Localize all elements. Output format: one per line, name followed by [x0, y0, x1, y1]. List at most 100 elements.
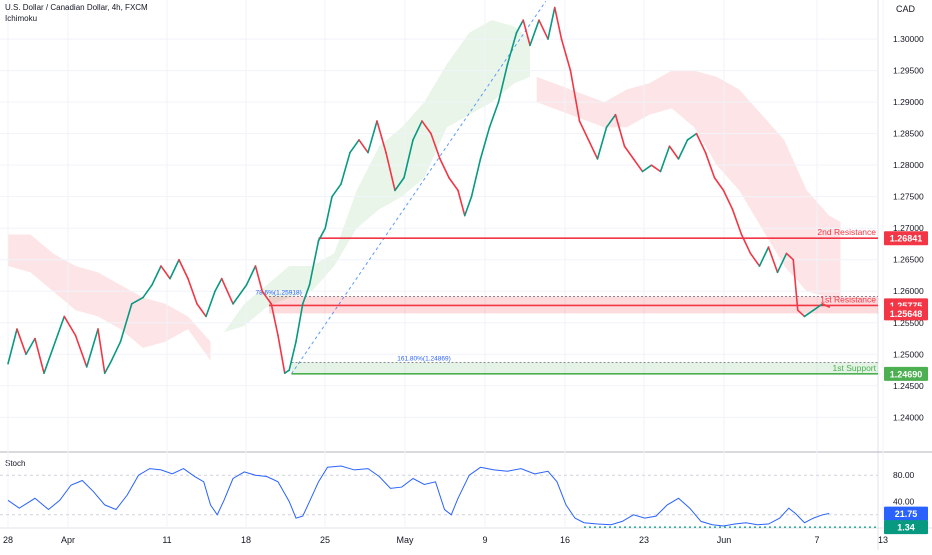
- price-segment: [295, 303, 304, 343]
- price-segment: [385, 151, 396, 192]
- price-segment: [448, 176, 459, 192]
- price-segment: [457, 189, 466, 217]
- price-segment: [403, 139, 414, 179]
- price-segment: [340, 151, 351, 185]
- price-segment: [331, 183, 342, 198]
- price-segment: [196, 303, 207, 318]
- price-segment: [659, 145, 671, 173]
- price-segment: [421, 120, 432, 135]
- price-segment: [169, 258, 180, 280]
- price-segment: [178, 258, 189, 280]
- y-tick-label: 1.26500: [893, 255, 924, 265]
- x-tick-label: 13: [878, 535, 888, 545]
- price-segment: [677, 139, 689, 160]
- price-segment: [34, 337, 45, 374]
- price-segment: [488, 101, 500, 129]
- stoch-low-tag: 1.34: [897, 523, 915, 533]
- price-segment: [569, 69, 581, 122]
- y-tick-label: 1.25500: [893, 318, 924, 328]
- y-tick-label: 1.30000: [893, 34, 924, 44]
- price-segment: [349, 139, 360, 154]
- ichimoku-cloud-bearish: [8, 234, 211, 361]
- price-segment: [142, 284, 153, 299]
- price-segment: [792, 258, 799, 311]
- price-segment: [596, 126, 608, 160]
- support-zone: [291, 362, 878, 374]
- level-label: 1st Resistance: [820, 294, 876, 304]
- y-tick-label: 1.27500: [893, 192, 924, 202]
- x-tick-label: Jun: [717, 535, 732, 545]
- price-segment: [430, 132, 441, 160]
- price-segment: [16, 328, 27, 356]
- price-segment: [547, 6, 556, 40]
- price-segment: [277, 334, 286, 374]
- price-tag: 1.24690: [890, 369, 923, 379]
- level-label: 1st Support: [833, 363, 877, 373]
- stoch-value-tag-bg: [884, 506, 928, 521]
- price-segment: [614, 113, 626, 148]
- price-segment: [52, 315, 66, 349]
- y-tick-label: 1.29000: [893, 97, 924, 107]
- price-segment: [7, 328, 18, 365]
- price-segment: [283, 369, 291, 374]
- stoch-y-tick-label: 80.00: [893, 470, 915, 480]
- price-segment: [97, 328, 106, 374]
- price-segment: [713, 176, 725, 192]
- price-segment: [767, 246, 779, 274]
- x-tick-label: 7: [814, 535, 819, 545]
- price-segment: [821, 303, 831, 308]
- stoch-value-tag: 21.75: [895, 509, 918, 519]
- price-segment: [205, 290, 216, 318]
- price-segment: [515, 19, 525, 34]
- price-segment: [796, 309, 806, 318]
- price-segment: [722, 189, 734, 211]
- price-tag-bg: [884, 306, 928, 321]
- stoch-low-tag-bg: [884, 520, 928, 535]
- price-segment: [605, 113, 617, 129]
- y-tick-label: 1.24000: [893, 412, 924, 422]
- price-segment: [479, 126, 491, 160]
- ichimoku-cloud-bearish: [536, 70, 841, 298]
- fib-annotation: 161.80%(1.24869): [397, 356, 451, 363]
- price-segment: [245, 265, 257, 286]
- price-segment: [151, 265, 162, 286]
- price-segment: [130, 296, 144, 305]
- price-segment: [43, 347, 54, 374]
- y-tick-label: 1.28000: [893, 160, 924, 170]
- stoch-y-tick-label: 40.00: [893, 497, 915, 507]
- price-segment: [270, 303, 279, 337]
- price-segment: [538, 19, 549, 40]
- y-tick-label: 1.28500: [893, 129, 924, 139]
- y-tick-label: 1.25000: [893, 349, 924, 359]
- price-segment: [103, 359, 113, 374]
- price-segment: [587, 139, 599, 160]
- price-segment: [623, 145, 635, 160]
- price-segment: [497, 63, 509, 103]
- y-tick-label: 1.26000: [893, 286, 924, 296]
- currency-label: CAD: [896, 4, 916, 14]
- price-segment: [758, 246, 770, 267]
- price-segment: [254, 265, 264, 293]
- x-tick-label: 23: [639, 535, 649, 545]
- price-segment: [367, 120, 378, 154]
- price-segment: [160, 265, 171, 280]
- price-segment: [731, 208, 743, 236]
- price-segment: [308, 240, 320, 286]
- x-tick-label: Apr: [61, 535, 75, 545]
- ichimoku-cloud-bullish: [224, 20, 530, 333]
- price-segment: [686, 132, 698, 141]
- price-segment: [578, 120, 590, 141]
- price-segment: [119, 303, 133, 343]
- y-tick-label: 1.24500: [893, 381, 924, 391]
- price-segment: [25, 337, 36, 356]
- price-segment: [560, 38, 572, 72]
- x-tick-label: 11: [162, 535, 171, 545]
- symbol-title: U.S. Dollar / Canadian Dollar, 4h, FXCM: [5, 3, 148, 12]
- price-tag: 1.26841: [890, 234, 923, 244]
- price-segment: [232, 284, 248, 305]
- price-segment: [324, 195, 333, 230]
- price-segment: [261, 290, 273, 305]
- price-segment: [803, 309, 815, 318]
